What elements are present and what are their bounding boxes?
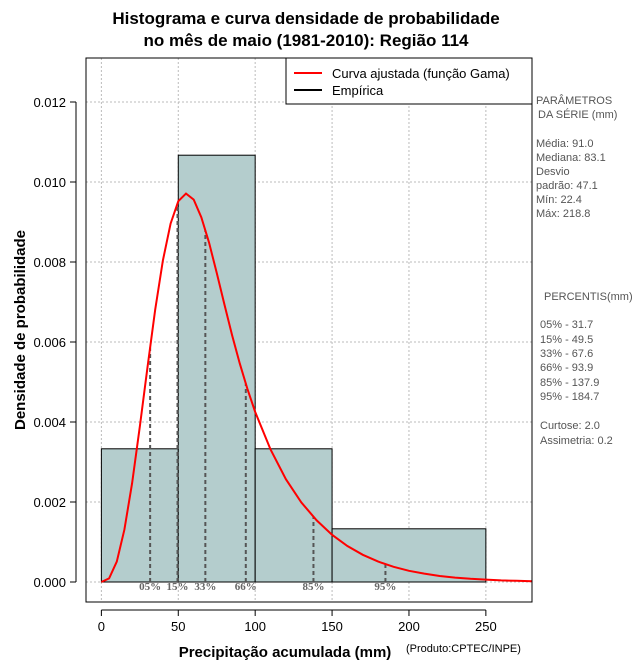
percentile-label: 95% [374, 581, 396, 593]
param-desvio-1: Desvio [536, 166, 570, 178]
gamma-curve [100, 192, 533, 583]
legend-label-curve: Curva ajustada (função Gama) [332, 66, 510, 81]
histogram-bar [100, 448, 179, 583]
gamma-curve-layer [100, 192, 533, 583]
histogram-bars [100, 154, 487, 583]
legend-label-empirical: Empírica [332, 83, 384, 98]
y-tick-label: 0.010 [33, 175, 66, 190]
param-mediana: Mediana: 83.1 [536, 152, 606, 164]
x-tick-label: 0 [98, 619, 105, 634]
percentile-label: 15% [167, 581, 189, 593]
x-tick-label: 200 [398, 619, 420, 634]
y-tick-label: 0.006 [33, 335, 66, 350]
x-tick-label: 50 [171, 619, 185, 634]
axes: 0.000 0.002 0.004 0.006 0.008 0.010 0.012 0 50 10… [33, 95, 496, 634]
params-title-2: DA SÉRIE (mm) [538, 108, 617, 121]
y-tick-label: 0.004 [33, 415, 66, 430]
percentis-line: 95% - 184.7 [540, 391, 599, 403]
y-axis-title: Densidade de probabilidade [12, 230, 29, 430]
percentile-label: 33% [194, 581, 216, 593]
y-tick-label: 0.012 [33, 95, 66, 110]
y-tick-label: 0.008 [33, 255, 66, 270]
assimetria: Assimetria: 0.2 [540, 435, 613, 447]
param-media: Média: 91.0 [536, 138, 593, 150]
x-tick-label: 150 [321, 619, 343, 634]
param-max: Máx: 218.8 [536, 208, 590, 220]
percentis-line: 05% - 31.7 [540, 319, 593, 331]
chart-title-line1: Histograma e curva densidade de probabil… [112, 9, 499, 28]
percentile-lines: 05% 15% 33% 66% 85% 95% [139, 203, 396, 593]
percentis-line: 33% - 67.6 [540, 348, 593, 360]
y-tick-label: 0.000 [33, 575, 66, 590]
params-title-1: PARÂMETROS [536, 94, 612, 107]
chart-title-line2: no mês de maio (1981-2010): Região 114 [143, 31, 469, 50]
percentile-label: 66% [235, 581, 257, 593]
legend: Curva ajustada (função Gama) Empírica [285, 57, 533, 105]
percentis-line: 85% - 137.9 [540, 377, 599, 389]
x-tick-label: 250 [475, 619, 497, 634]
percentis-title: PERCENTIS(mm) [544, 291, 633, 303]
param-desvio-2: padrão: 47.1 [536, 180, 598, 192]
series-parameters-panel: PARÂMETROS DA SÉRIE (mm) Média: 91.0 Med… [536, 94, 633, 447]
x-axis-title: Precipitação acumulada (mm) [179, 644, 392, 660]
percentile-label: 05% [139, 581, 161, 593]
legend-box [285, 57, 533, 105]
y-tick-label: 0.002 [33, 495, 66, 510]
histogram-bar [331, 528, 487, 583]
x-tick-label: 100 [244, 619, 266, 634]
credit-label: (Produto:CPTEC/INPE) [406, 643, 521, 655]
param-min: Mín: 22.4 [536, 194, 582, 206]
curtose: Curtose: 2.0 [540, 420, 600, 432]
histogram-bar [177, 154, 256, 583]
percentis-line: 15% - 49.5 [540, 334, 593, 346]
histogram-bar [254, 448, 333, 583]
percentis-line: 66% - 93.9 [540, 362, 593, 374]
percentile-label: 85% [302, 581, 324, 593]
